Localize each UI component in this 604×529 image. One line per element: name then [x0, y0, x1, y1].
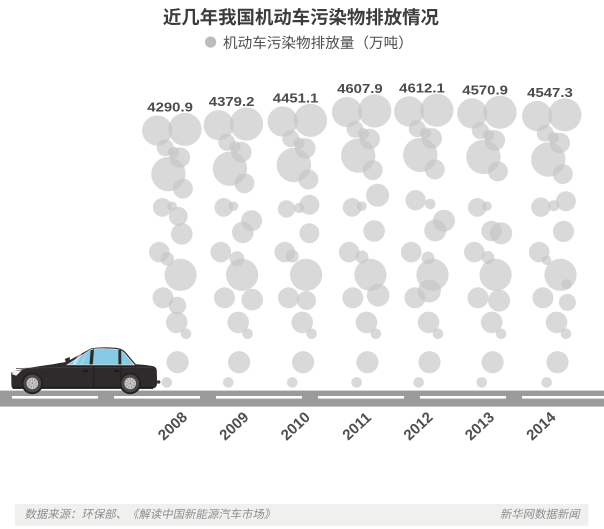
svg-text:4607.9: 4607.9 [337, 81, 383, 96]
svg-text:4451.1: 4451.1 [273, 91, 319, 106]
svg-text:4547.3: 4547.3 [527, 85, 573, 100]
svg-text:4290.9: 4290.9 [147, 100, 193, 115]
svg-text:4612.1: 4612.1 [399, 80, 445, 95]
svg-text:4570.9: 4570.9 [462, 82, 508, 97]
svg-text:4379.2: 4379.2 [209, 94, 255, 109]
